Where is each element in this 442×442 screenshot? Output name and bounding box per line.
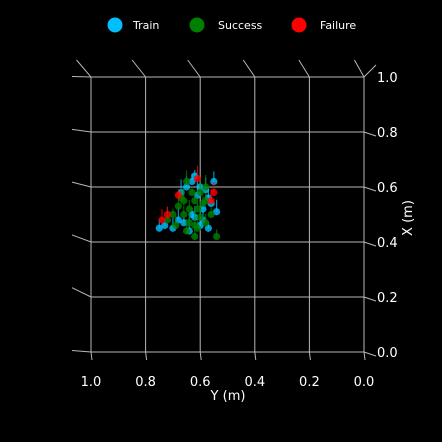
grid-line-horizontal	[71, 181, 377, 192]
data-point	[196, 188, 204, 197]
data-point	[158, 216, 166, 224]
y-tick-label: 0.4	[377, 236, 398, 251]
data-point	[185, 205, 193, 213]
data-point	[210, 177, 218, 186]
data-point	[207, 197, 215, 205]
y-tick-label: 0.0	[377, 346, 398, 361]
data-point	[163, 216, 172, 224]
data-point	[191, 232, 199, 241]
grid-line-horizontal	[71, 350, 377, 357]
legend-marker-failure	[291, 17, 307, 33]
grid-line-horizontal	[71, 287, 377, 302]
data-point	[180, 210, 188, 219]
data-point	[204, 224, 212, 232]
data-point	[182, 177, 191, 186]
data-point	[193, 175, 202, 183]
x-tick-label: 0.2	[299, 375, 320, 390]
data-point	[212, 232, 221, 241]
data-point	[161, 221, 169, 230]
data-point	[210, 188, 218, 197]
grid-line-vertical	[76, 59, 93, 361]
grid-line-horizontal	[71, 234, 377, 247]
data-point	[182, 227, 191, 235]
data-point	[188, 188, 196, 197]
grid	[71, 59, 377, 361]
legend: Train Success Failure	[107, 17, 356, 33]
x-tick-label: 0.4	[244, 375, 265, 390]
legend-label-train: Train	[132, 19, 159, 32]
y-tick-label: 0.2	[377, 291, 398, 306]
data-point	[155, 224, 163, 232]
y-tick-label: 0.6	[377, 181, 398, 196]
grid-line-vertical	[354, 59, 366, 361]
legend-marker-success	[189, 17, 205, 33]
data-point	[169, 210, 177, 219]
series-success	[163, 170, 221, 241]
legend-label-success: Success	[218, 19, 263, 32]
grid-line-horizontal	[71, 64, 377, 78]
data-point	[188, 177, 196, 186]
x-tick-label: 0.8	[135, 375, 156, 390]
legend-marker-train	[107, 17, 123, 33]
data-points	[155, 165, 221, 241]
data-point	[188, 210, 196, 219]
data-point	[196, 213, 204, 221]
data-point	[172, 221, 180, 230]
y-tick-label: 1.0	[377, 71, 398, 86]
x-axis-label: Y (m)	[210, 389, 246, 404]
grid-line-horizontal	[71, 128, 377, 137]
series-failure	[158, 165, 218, 224]
data-point	[174, 202, 182, 210]
x-tick-label: 0.0	[354, 375, 375, 390]
data-point	[202, 197, 210, 205]
grid-line-vertical	[298, 59, 311, 361]
data-point	[207, 210, 215, 219]
data-point	[199, 205, 207, 213]
data-point	[202, 219, 210, 227]
legend-label-failure: Failure	[320, 19, 356, 32]
data-point	[193, 205, 202, 213]
data-point	[174, 191, 182, 199]
data-point	[174, 216, 182, 224]
grid-line-vertical	[242, 59, 257, 361]
data-point	[191, 221, 199, 230]
data-point	[191, 197, 199, 205]
data-point	[180, 197, 188, 205]
data-point	[212, 208, 221, 216]
data-point	[163, 210, 172, 219]
data-point	[182, 183, 191, 191]
x-tick-label: 0.6	[190, 375, 211, 390]
data-point	[185, 219, 193, 227]
y-tick-label: 0.8	[377, 126, 398, 141]
data-point	[180, 219, 188, 227]
grid-line-vertical	[131, 59, 148, 361]
x-tick-label: 1.0	[81, 375, 102, 390]
data-point	[202, 183, 210, 191]
y-axis-label: X (m)	[401, 200, 416, 236]
tick-labels: 1.0 0.8 0.6 0.4 0.2 0.00.0 0.2 0.4 0.6 0.8 1.0	[81, 71, 398, 390]
